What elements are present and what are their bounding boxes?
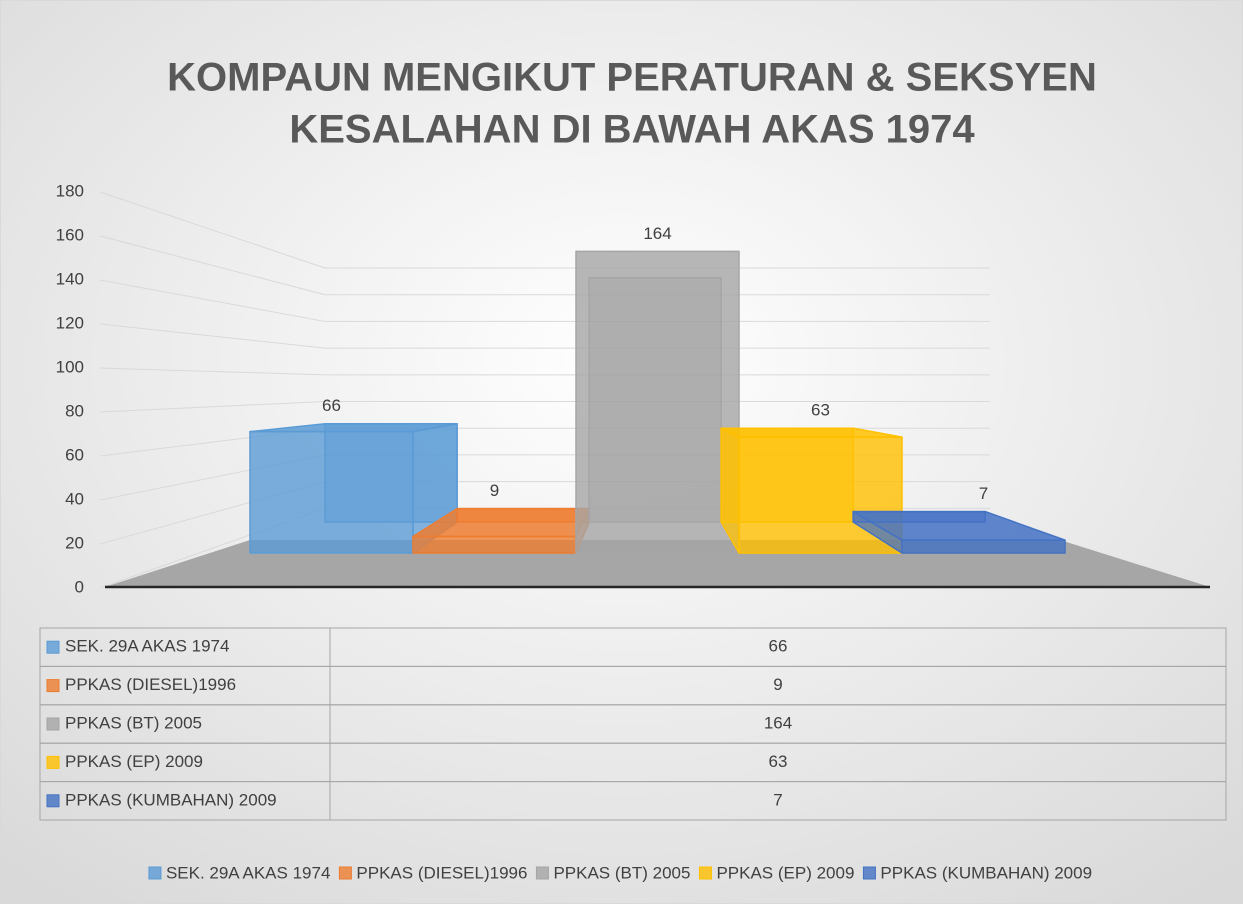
table-row-label: PPKAS (DIESEL)1996 bbox=[65, 675, 236, 694]
data-label: 164 bbox=[643, 224, 671, 243]
y-tick-label: 20 bbox=[65, 533, 84, 552]
legend-label: PPKAS (KUMBAHAN) 2009 bbox=[880, 863, 1092, 882]
data-label: 63 bbox=[811, 401, 830, 420]
chart-title: KESALAHAN DI BAWAH AKAS 1974 bbox=[289, 108, 975, 152]
table-row-label: PPKAS (BT) 2005 bbox=[65, 713, 202, 732]
table-row-label: PPKAS (EP) 2009 bbox=[65, 752, 203, 771]
table-value: 9 bbox=[773, 675, 782, 694]
legend-swatch bbox=[535, 866, 549, 880]
legend-swatch bbox=[46, 794, 60, 808]
y-tick-label: 140 bbox=[56, 269, 84, 288]
table-value: 164 bbox=[764, 713, 792, 732]
legend-swatch bbox=[46, 717, 60, 731]
y-tick-label: 40 bbox=[65, 489, 84, 508]
table-cell bbox=[329, 781, 1227, 821]
grid-line bbox=[99, 235, 326, 296]
legend-swatch bbox=[862, 866, 876, 880]
grid-line bbox=[99, 279, 326, 322]
legend-label: PPKAS (DIESEL)1996 bbox=[356, 863, 527, 882]
table-value: 63 bbox=[769, 752, 788, 771]
legend-label: PPKAS (BT) 2005 bbox=[553, 863, 690, 882]
grid-line bbox=[99, 367, 326, 376]
legend-swatch bbox=[46, 679, 60, 693]
y-tick-label: 160 bbox=[56, 225, 84, 244]
y-tick-label: 80 bbox=[65, 401, 84, 420]
y-tick-label: 100 bbox=[56, 357, 84, 376]
grid-line bbox=[99, 191, 326, 269]
grid-line bbox=[99, 401, 326, 413]
bar bbox=[249, 422, 458, 554]
bar-front bbox=[901, 539, 1066, 554]
table-value: 7 bbox=[773, 790, 782, 809]
grid-line bbox=[99, 323, 326, 349]
y-tick-label: 180 bbox=[56, 181, 84, 200]
table-value: 66 bbox=[769, 637, 788, 656]
legend-swatch bbox=[698, 866, 712, 880]
table-row-label: SEK. 29A AKAS 1974 bbox=[65, 637, 229, 656]
legend-swatch bbox=[46, 640, 60, 654]
legend-label: PPKAS (EP) 2009 bbox=[716, 863, 854, 882]
data-label: 9 bbox=[490, 481, 499, 500]
bar-front bbox=[412, 535, 577, 554]
bar bbox=[575, 250, 740, 554]
y-tick-label: 60 bbox=[65, 445, 84, 464]
data-label: 66 bbox=[322, 396, 341, 415]
legend-swatch bbox=[148, 866, 162, 880]
table-row-label: PPKAS (KUMBAHAN) 2009 bbox=[65, 790, 277, 809]
bar bbox=[852, 510, 1066, 554]
bar-front bbox=[249, 430, 414, 554]
bar-front bbox=[575, 250, 740, 554]
data-label: 7 bbox=[979, 484, 988, 503]
y-tick-label: 120 bbox=[56, 313, 84, 332]
legend-swatch bbox=[338, 866, 352, 880]
chart-title: KOMPAUN MENGIKUT PERATURAN & SEKSYEN bbox=[167, 56, 1097, 100]
y-tick-label: 0 bbox=[75, 577, 84, 596]
legend-label: SEK. 29A AKAS 1974 bbox=[166, 863, 330, 882]
legend-swatch bbox=[46, 755, 60, 769]
